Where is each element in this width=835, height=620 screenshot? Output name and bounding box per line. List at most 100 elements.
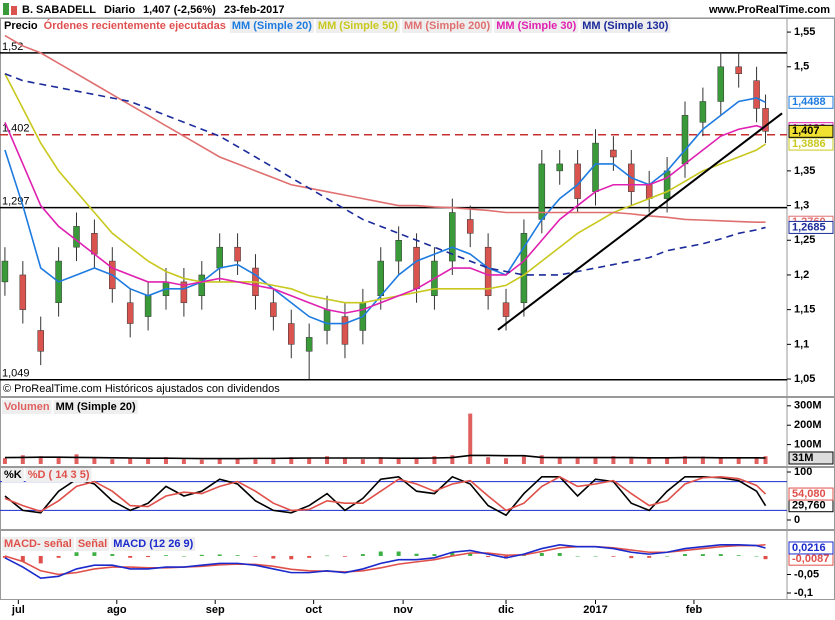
histogram-bar xyxy=(682,554,687,556)
volume-bar xyxy=(307,458,312,464)
candle-body xyxy=(735,66,742,74)
legend-bg xyxy=(2,468,24,482)
series-line xyxy=(4,121,766,314)
legend-bg xyxy=(402,19,493,33)
volume-bar xyxy=(235,458,240,464)
histogram-bar xyxy=(665,555,670,557)
histogram-bar xyxy=(74,552,79,556)
value-tag: 1,4488 xyxy=(792,96,826,108)
volume-bar xyxy=(557,457,562,464)
legend-entry: MM (Simple 20) xyxy=(232,20,312,32)
candle-body xyxy=(270,302,277,317)
histogram-bar xyxy=(217,554,222,556)
site-link[interactable]: www.ProRealTime.com xyxy=(708,4,830,16)
candle-body xyxy=(762,108,769,132)
candle-body xyxy=(305,337,313,352)
quote: 1,407 (-2,56%) xyxy=(143,4,216,16)
candle-body xyxy=(288,323,295,345)
volume-bar xyxy=(539,455,544,464)
volume-bar xyxy=(504,458,509,464)
histogram-bar xyxy=(378,551,383,556)
value-tag: 1,407 xyxy=(792,125,820,137)
histogram-bar xyxy=(629,555,634,559)
y-tick-label: 100M xyxy=(794,439,822,451)
app-icon xyxy=(11,6,17,15)
volume-bar xyxy=(486,457,491,464)
candle-body xyxy=(323,309,331,331)
histogram-bar xyxy=(307,555,312,558)
volume-bar xyxy=(754,457,759,464)
y-tick-label: 300M xyxy=(794,400,822,412)
volume-bar xyxy=(647,458,652,464)
histogram-bar xyxy=(289,555,294,560)
x-tick-label: oct xyxy=(305,604,322,616)
volume-bar xyxy=(253,459,258,464)
histogram-bar xyxy=(20,555,25,562)
volume-bar xyxy=(74,454,79,464)
candle-body xyxy=(73,226,80,248)
candle-body xyxy=(645,184,653,199)
date: 23-feb-2017 xyxy=(224,4,285,16)
candle-body xyxy=(753,80,760,109)
y-tick-label: 1,05 xyxy=(794,373,815,385)
volume-bar xyxy=(414,458,419,464)
volume-bar xyxy=(199,459,204,464)
series-line xyxy=(4,544,766,580)
volume-bar xyxy=(432,456,437,464)
series-line xyxy=(4,97,766,325)
y-tick-label: 100 xyxy=(794,466,812,478)
series-line xyxy=(4,475,767,513)
candle-body xyxy=(234,246,241,262)
candle-body xyxy=(144,295,152,317)
histogram-bar xyxy=(271,555,276,559)
legend-entry: Órdenes recientemente ejecutadas xyxy=(44,19,226,32)
candle-body xyxy=(466,219,474,234)
candle-body xyxy=(663,170,671,199)
volume-bar xyxy=(289,457,294,464)
histogram-bar xyxy=(450,552,455,556)
candle-body xyxy=(19,274,27,310)
candle-body xyxy=(449,212,456,262)
candle-body xyxy=(538,163,546,220)
value-tag-bg xyxy=(788,95,834,109)
y-tick-label: 1,55 xyxy=(794,26,815,38)
candle-body xyxy=(377,260,384,297)
y-tick-label: 1,25 xyxy=(794,234,815,246)
histogram-bar xyxy=(56,555,61,558)
series-line xyxy=(4,543,766,576)
volume-bar xyxy=(217,458,222,464)
candle-body xyxy=(216,246,223,269)
histogram-bar xyxy=(38,555,43,564)
volume-bar xyxy=(593,457,598,464)
value-tag-bg xyxy=(788,487,834,501)
candle-body xyxy=(556,163,563,172)
y-tick-label: 1,2 xyxy=(794,269,809,281)
value-tag: 31M xyxy=(792,452,813,464)
series-line xyxy=(4,454,766,460)
histogram-bar xyxy=(432,554,437,556)
candle-body xyxy=(180,281,188,303)
histogram-bar xyxy=(486,555,491,558)
legend-bg xyxy=(229,19,314,33)
volume-bar xyxy=(2,458,7,464)
candle-body xyxy=(413,246,420,290)
level-label: 1,52 xyxy=(2,41,23,53)
candle-body xyxy=(1,260,9,283)
histogram-bar xyxy=(253,555,258,557)
value-tag-bg xyxy=(788,137,834,151)
value-tag-bg xyxy=(788,451,834,465)
candle-body xyxy=(699,101,707,123)
legend-bg xyxy=(2,537,74,551)
y-tick-label: 0 xyxy=(794,514,800,526)
legend-entry: MM (Simple 30) xyxy=(496,20,576,32)
value-tag: 1,2685 xyxy=(792,221,826,233)
histogram-bar xyxy=(181,555,186,557)
volume-bar xyxy=(92,458,97,464)
volume-bar xyxy=(378,457,383,464)
histogram-bar xyxy=(396,551,401,556)
histogram-bar xyxy=(718,554,723,556)
level-label: 1,049 xyxy=(2,368,30,380)
legend-bg xyxy=(494,19,579,33)
histogram-bar xyxy=(128,555,133,558)
x-tick-label: feb xyxy=(686,604,703,616)
